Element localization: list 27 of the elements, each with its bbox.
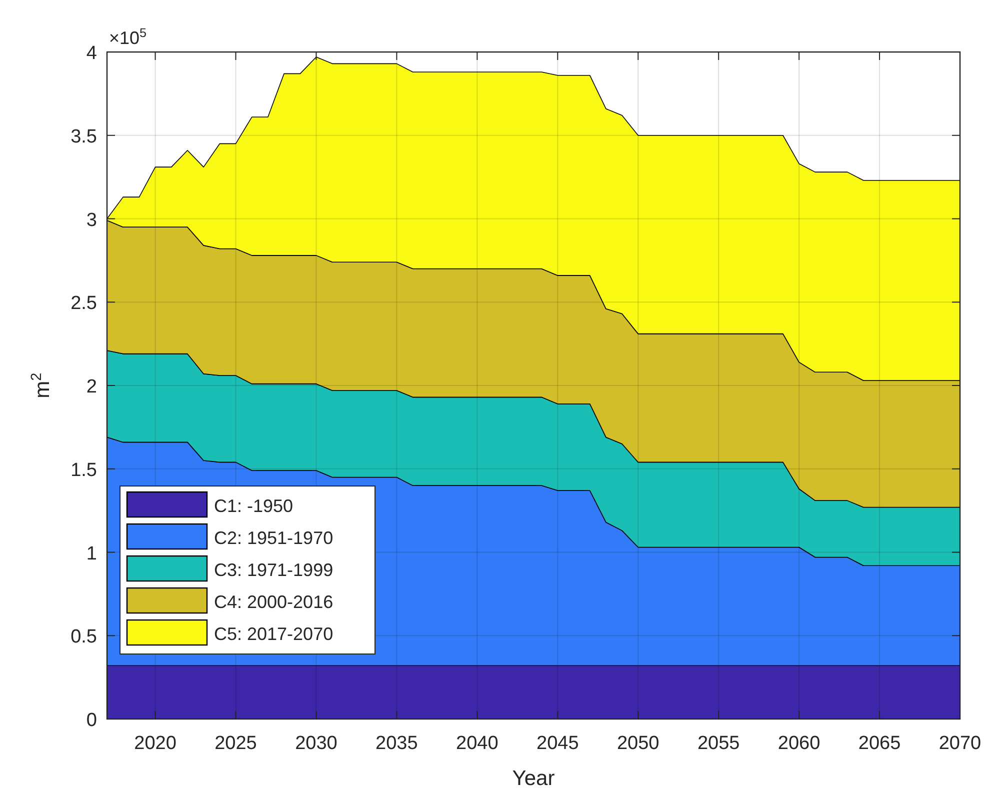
y-tick-label: 1 bbox=[86, 543, 97, 564]
x-tick-label: 2040 bbox=[456, 733, 498, 754]
x-tick-label: 2070 bbox=[938, 733, 982, 754]
y-tick-label: 4 bbox=[86, 43, 98, 64]
series-label: C4: 2000-2016 bbox=[214, 592, 334, 612]
legend-label: C1: -1950 bbox=[214, 496, 294, 516]
x-tick-label: 2020 bbox=[134, 733, 176, 754]
series-label: C2: 1951-1970 bbox=[214, 528, 334, 548]
x-tick-label: 2035 bbox=[376, 733, 418, 754]
x-tick-label: 2045 bbox=[536, 733, 579, 754]
y-tick-label: 2.5 bbox=[70, 293, 97, 314]
series-label: C5: 2017-2070 bbox=[214, 624, 334, 644]
x-axis-title: Year bbox=[512, 767, 555, 790]
y-tick-label: 0 bbox=[86, 710, 97, 731]
series-label: C3: 1971-1999 bbox=[214, 560, 334, 580]
x-tick-label: 2030 bbox=[295, 733, 338, 754]
text: ×10$^{5}$ bbox=[109, 26, 147, 48]
x-tick-label: 2055 bbox=[697, 733, 740, 754]
y-tick-label: 0.5 bbox=[70, 626, 97, 648]
x-tick-label: 2060 bbox=[778, 733, 820, 754]
x-tick-label: 2065 bbox=[858, 733, 901, 754]
y-tick-label: 1.5 bbox=[70, 460, 97, 481]
y-tick-label: 3 bbox=[86, 210, 97, 231]
y-tick-label: 2 bbox=[86, 376, 97, 398]
x-tick-label: 2050 bbox=[616, 733, 660, 754]
y-tick-label: 3.5 bbox=[70, 126, 97, 148]
x-tick-label: 2025 bbox=[214, 733, 257, 754]
